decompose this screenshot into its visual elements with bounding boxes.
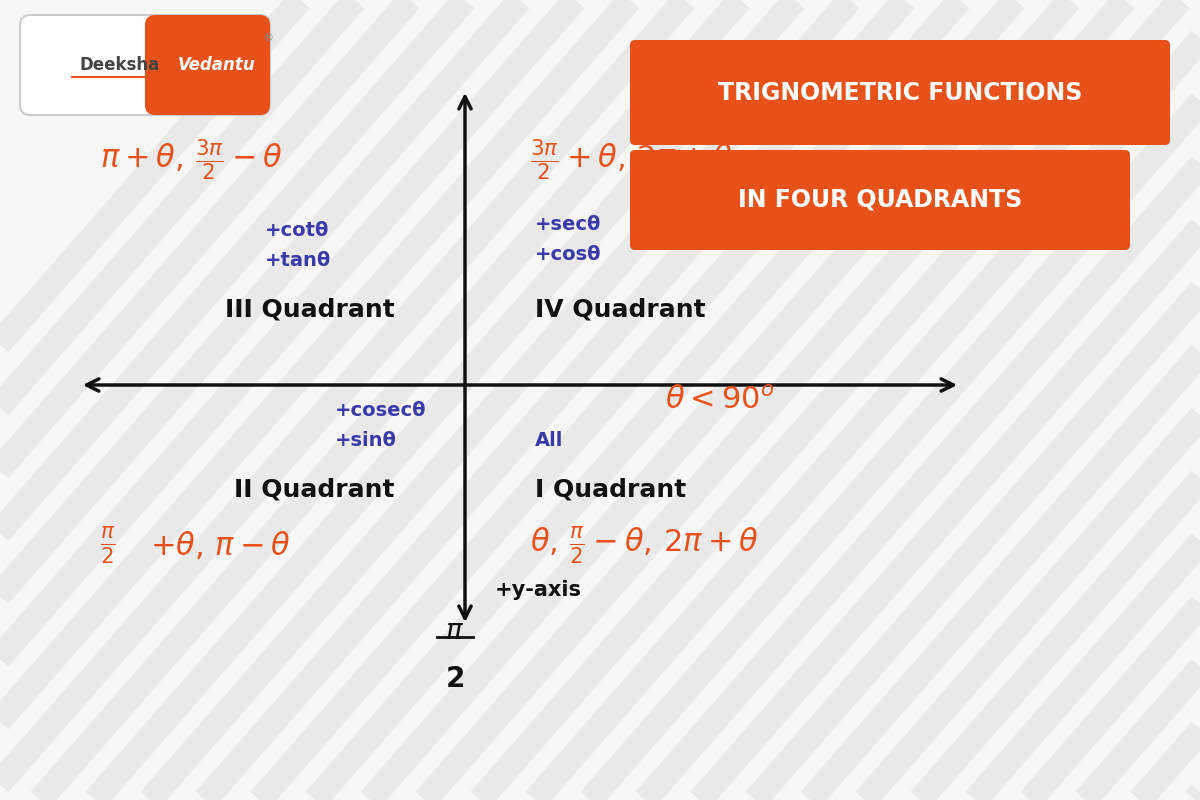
FancyBboxPatch shape — [630, 150, 1130, 250]
Text: Vedantu: Vedantu — [178, 56, 256, 74]
Text: $\frac{3\pi}{2} +\theta,\,2\pi + \theta$: $\frac{3\pi}{2} +\theta,\,2\pi + \theta$ — [530, 138, 732, 182]
Text: +tanθ: +tanθ — [265, 250, 331, 270]
Text: ®: ® — [263, 33, 274, 43]
Text: $\pi$: $\pi$ — [445, 617, 464, 645]
Text: $\theta < 90^o$: $\theta < 90^o$ — [665, 386, 774, 414]
Text: +y-axis: +y-axis — [496, 580, 582, 600]
Text: +cosθ: +cosθ — [535, 246, 601, 265]
Text: $+\theta,\,\pi - \theta$: $+\theta,\,\pi - \theta$ — [150, 529, 290, 561]
FancyBboxPatch shape — [20, 15, 270, 115]
Text: $\frac{\pi}{2}$: $\frac{\pi}{2}$ — [100, 524, 115, 566]
Text: $\theta,\,\frac{\pi}{2} - \theta,\,2\pi + \theta$: $\theta,\,\frac{\pi}{2} - \theta,\,2\pi … — [530, 524, 758, 566]
Text: +secθ: +secθ — [535, 215, 601, 234]
Text: IN FOUR QUADRANTS: IN FOUR QUADRANTS — [738, 188, 1022, 212]
FancyBboxPatch shape — [630, 40, 1170, 145]
FancyBboxPatch shape — [145, 15, 270, 115]
Text: +sinθ: +sinθ — [335, 430, 397, 450]
Text: TRIGNOMETRIC FUNCTIONS: TRIGNOMETRIC FUNCTIONS — [718, 81, 1082, 105]
Text: 2: 2 — [445, 665, 464, 693]
Text: I Quadrant: I Quadrant — [535, 478, 686, 502]
Text: Deeksha: Deeksha — [80, 56, 160, 74]
Text: $\pi +\theta,\,\frac{3\pi}{2} - \theta$: $\pi +\theta,\,\frac{3\pi}{2} - \theta$ — [100, 138, 283, 182]
Text: III Quadrant: III Quadrant — [226, 298, 395, 322]
Text: All: All — [535, 430, 563, 450]
Text: +cosecθ: +cosecθ — [335, 401, 426, 419]
Text: +cotθ: +cotθ — [265, 221, 329, 239]
Text: II Quadrant: II Quadrant — [234, 478, 395, 502]
Text: IV Quadrant: IV Quadrant — [535, 298, 706, 322]
